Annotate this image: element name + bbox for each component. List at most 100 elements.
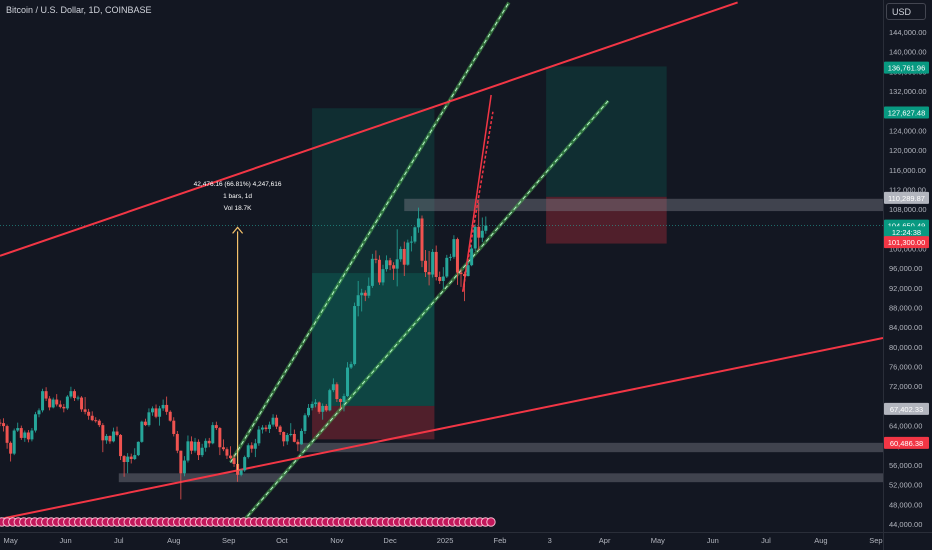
candle-body <box>370 258 374 286</box>
candle-body <box>392 265 396 269</box>
y-tick-label: 44,000.00 <box>889 520 922 529</box>
candle-body <box>346 367 350 397</box>
candle-body <box>97 420 101 426</box>
candle-body <box>69 391 73 397</box>
price-label-bg <box>884 61 929 74</box>
y-tick-label: 72,000.00 <box>889 382 922 391</box>
candle-body <box>200 447 204 456</box>
candle-body <box>94 420 98 422</box>
plot-area: 42,476.16 (66.81%) 4,247,616 1 bars, 1d Vo… <box>0 1 883 527</box>
candle-body <box>292 433 296 442</box>
x-tick-label: Jul <box>114 536 124 545</box>
x-tick-label: Sep <box>222 536 235 545</box>
x-tick-label: Jul <box>761 536 771 545</box>
event-markers <box>0 517 496 527</box>
candle-body <box>119 434 123 457</box>
candle-body <box>296 441 300 445</box>
candle-body <box>420 218 424 261</box>
candle-body <box>214 425 218 429</box>
x-tick-label: Apr <box>599 536 611 545</box>
candle-body <box>165 404 169 412</box>
price-label-text: 12:24:38 <box>892 228 921 237</box>
candle-body <box>122 456 126 463</box>
x-tick-label: Oct <box>276 536 289 545</box>
candle-body <box>289 433 293 435</box>
candle-body <box>0 422 2 424</box>
candle-body <box>58 404 62 407</box>
channel-line-2 <box>242 100 609 522</box>
price-label-bg <box>884 191 929 204</box>
candle-body <box>246 445 250 458</box>
trend-line-1 <box>0 1 738 257</box>
x-tick-label: Nov <box>330 536 344 545</box>
candle-body <box>87 411 91 416</box>
price-label-bg <box>884 226 929 239</box>
price-label-text: 110,289.87 <box>888 194 925 203</box>
candle-body <box>12 430 16 454</box>
candle-body <box>19 428 23 438</box>
candle-body <box>41 391 45 411</box>
candle-body <box>257 429 261 444</box>
candle-body <box>193 441 197 451</box>
price-label-bg <box>884 402 929 415</box>
candle-body <box>33 414 37 431</box>
currency-selector[interactable]: USD <box>886 3 926 20</box>
candle-body <box>388 260 392 266</box>
wedge-line-1 <box>462 94 492 292</box>
y-tick-label: 64,000.00 <box>889 422 922 431</box>
candle-body <box>140 421 144 442</box>
candle-body <box>395 259 399 269</box>
support-zone-3 <box>118 473 883 483</box>
candle-body <box>303 415 307 432</box>
candle-body <box>307 407 311 416</box>
candle-body <box>278 426 282 432</box>
candle-body <box>409 241 413 243</box>
candle-body <box>317 402 321 412</box>
candle-body <box>342 396 346 402</box>
candle-body <box>175 433 179 451</box>
x-tick-label: 3 <box>548 536 552 545</box>
position-right-stop-zone <box>546 196 667 244</box>
price-label: 110,289.87 <box>884 191 929 204</box>
candle-body <box>314 402 318 404</box>
price-label: 60,486.38 <box>884 436 929 449</box>
candle-body <box>253 443 257 449</box>
candle-body <box>16 428 20 431</box>
candle-body <box>26 432 30 440</box>
candle-body <box>321 405 325 412</box>
candle-body <box>466 265 470 277</box>
candle-body <box>328 390 332 411</box>
candle-body <box>427 272 431 275</box>
candle-body <box>374 258 378 260</box>
price-label: 67,402.33 <box>884 402 929 415</box>
candle-body <box>129 456 133 460</box>
candle-body <box>271 417 275 425</box>
y-tick-label: 100,000.00 <box>889 244 927 253</box>
candle-body <box>101 425 105 441</box>
candle-body <box>363 292 367 296</box>
price-label-text: 136,761.96 <box>888 64 926 73</box>
candle-body <box>9 442 13 454</box>
candle-body <box>168 411 172 421</box>
y-tick-label: 124,000.00 <box>889 126 927 135</box>
candle-body <box>448 256 452 258</box>
candle-body <box>2 423 6 427</box>
x-tick-label: Sep <box>869 536 882 545</box>
candle-body <box>150 408 154 413</box>
price-label-text: 67,402.33 <box>890 405 923 414</box>
x-tick-label: Jun <box>707 536 719 545</box>
candle-body <box>154 408 158 417</box>
y-tick-label: 52,000.00 <box>889 481 922 490</box>
candle-body <box>108 435 112 442</box>
candle-body <box>204 440 208 448</box>
candle-body <box>250 445 254 449</box>
candle-body <box>186 441 190 461</box>
candle-body <box>229 455 233 459</box>
candle-body <box>90 415 94 421</box>
x-tick-label: Dec <box>383 536 397 545</box>
candle-body <box>161 404 165 409</box>
candle-body <box>470 248 474 266</box>
y-tick-label: 144,000.00 <box>889 28 927 37</box>
y-tick-label: 140,000.00 <box>889 48 927 57</box>
